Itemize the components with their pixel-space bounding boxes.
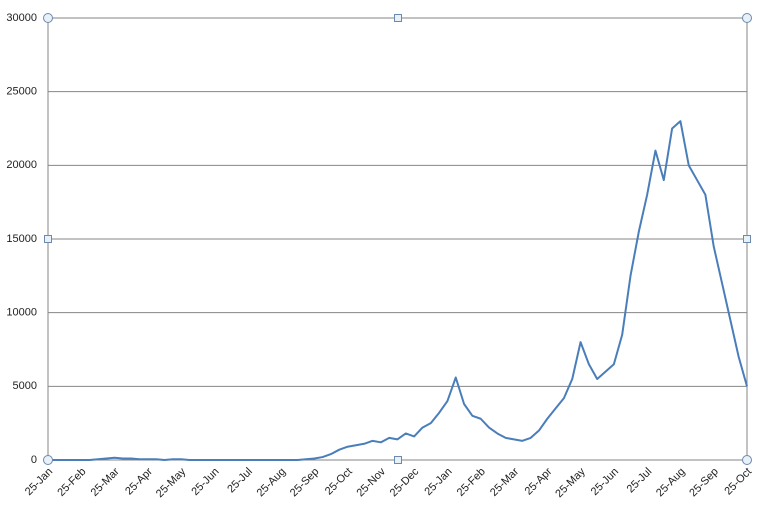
y-tick-label: 30000: [6, 12, 37, 24]
handle: [743, 235, 751, 243]
y-tick-label: 25000: [6, 86, 37, 98]
y-tick-label: 15000: [6, 233, 37, 245]
x-tick-label: 25-Aug: [255, 466, 289, 500]
handle: [742, 13, 752, 23]
x-tick-label: 25-Mar: [488, 465, 521, 498]
x-tick-label: 25-Apr: [123, 465, 155, 497]
x-tick-label: 25-Apr: [523, 465, 555, 497]
x-tick-label: 25-Jul: [625, 466, 655, 496]
handle: [742, 455, 752, 465]
x-tick-label: 25-Aug: [654, 466, 688, 500]
x-tick-label: 25-Jan: [23, 466, 55, 498]
x-tick-label: 25-Jan: [422, 466, 454, 498]
y-tick-label: 10000: [6, 307, 37, 319]
handle: [394, 456, 402, 464]
selection-handles: [43, 13, 752, 465]
x-tick-label: 25-Jul: [225, 466, 255, 496]
x-tick-label: 25-Oct: [323, 466, 355, 498]
handle: [43, 13, 53, 23]
x-tick-label: 25-May: [553, 465, 588, 500]
handle: [43, 455, 53, 465]
x-tick-label: 25-Jun: [189, 466, 221, 498]
x-tick-label: 25-Feb: [55, 466, 88, 499]
x-tick-label: 25-May: [154, 465, 189, 500]
x-tick-label: 25-Sep: [288, 466, 322, 500]
y-tick-label: 20000: [6, 159, 37, 171]
x-tick-label: 25-Nov: [354, 465, 388, 499]
y-tick-label: 5000: [13, 380, 37, 392]
x-tick-label: 25-Feb: [455, 466, 488, 499]
handle: [394, 14, 402, 22]
x-tick-label: 25-Mar: [89, 465, 122, 498]
handle: [44, 235, 52, 243]
y-tick-label: 0: [31, 454, 37, 466]
data-line: [48, 120, 748, 461]
x-tick-label: 25-Sep: [687, 466, 721, 500]
x-tick-label: 25-Dec: [388, 465, 422, 499]
x-tick-label: 25-Oct: [722, 466, 754, 498]
x-tick-label: 25-Jun: [589, 466, 621, 498]
